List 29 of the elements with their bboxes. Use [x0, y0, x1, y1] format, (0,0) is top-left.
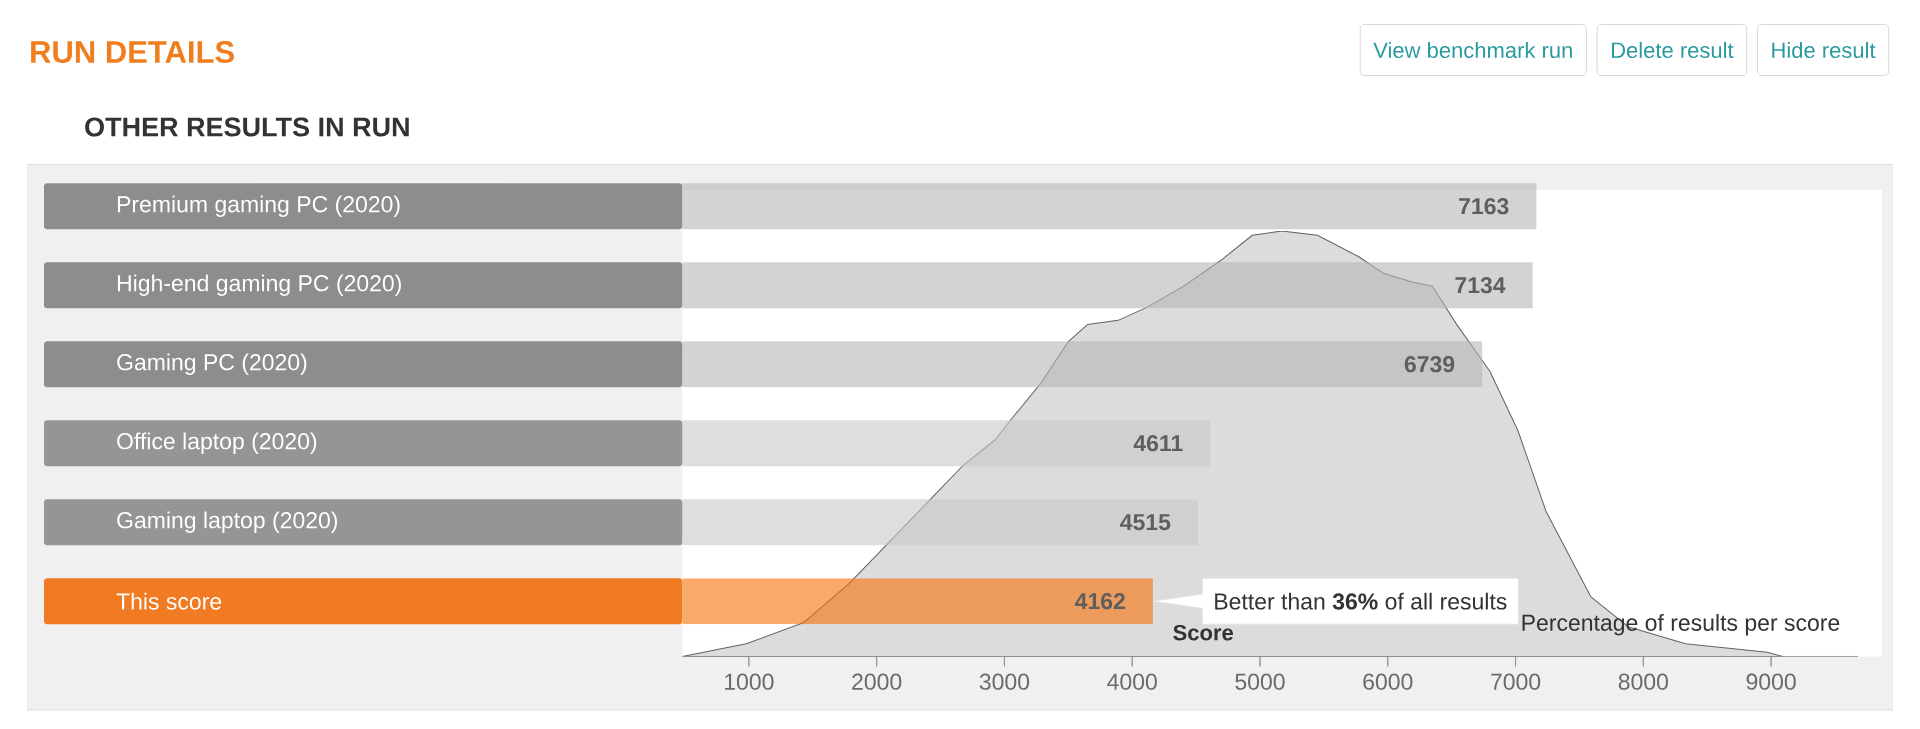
x-tick-label: 9000 — [1746, 673, 1796, 690]
y-axis-title: Percentage of results per score — [1522, 614, 1840, 636]
x-tick-label: 2000 — [852, 673, 902, 690]
x-tick-label: 8000 — [1618, 673, 1668, 690]
y-tick-label: This score — [116, 592, 222, 610]
y-tick-label: Premium gaming PC (2020) — [117, 195, 400, 217]
text: RUN DETAILS — [31, 41, 234, 63]
text: OTHER RESULTS IN RUN — [85, 117, 409, 137]
text: View benchmark run — [1373, 41, 1572, 59]
x-tick-label: 6000 — [1363, 673, 1413, 690]
y-tick-label: High-end gaming PC (2020) — [117, 274, 401, 296]
annotation: Better than 36% of all results — [1215, 592, 1507, 610]
data-label: 4162 — [1075, 593, 1125, 610]
data-label: 6739 — [1404, 356, 1455, 373]
x-tick-label: 5000 — [1235, 673, 1285, 690]
x-tick-label: 7000 — [1491, 673, 1541, 690]
y-tick-label: Office laptop (2020) — [117, 432, 317, 454]
text: Hide result — [1772, 41, 1876, 59]
x-tick-label: 4000 — [1107, 673, 1157, 690]
data-label: 7163 — [1459, 198, 1509, 215]
y-tick-label: Gaming PC (2020) — [117, 353, 307, 375]
data-label: 7134 — [1455, 277, 1506, 294]
x-tick-label: 3000 — [979, 673, 1030, 690]
x-tick-label: 1000 — [725, 673, 774, 690]
x-axis-title: Score — [1173, 624, 1233, 641]
data-label: 4515 — [1120, 514, 1171, 531]
text: Delete result — [1611, 41, 1734, 59]
y-tick-label: Gaming laptop (2020) — [117, 511, 338, 533]
data-label: 4611 — [1133, 435, 1183, 452]
